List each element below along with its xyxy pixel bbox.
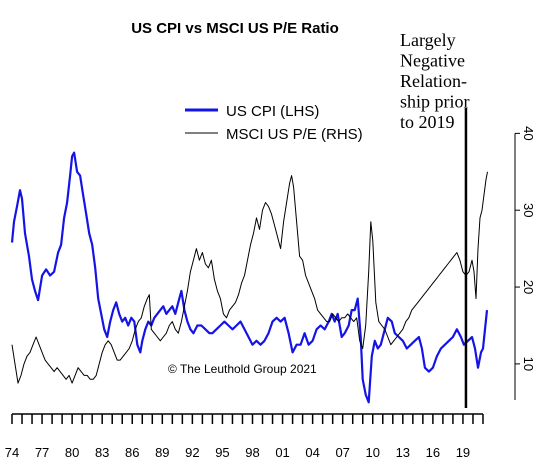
series-line-msci-pe [11, 171, 488, 384]
annotation-line: Relation- [400, 71, 467, 91]
x-tick-label: 10 [366, 445, 380, 460]
x-tick-label: 83 [95, 445, 109, 460]
chart-title: US CPI vs MSCI US P/E Ratio [131, 20, 339, 37]
x-tick-label: 95 [215, 445, 229, 460]
x-tick-label: 74 [5, 445, 19, 460]
x-tick-label: 13 [396, 445, 410, 460]
x-tick-label: 86 [125, 445, 139, 460]
x-tick-label: 04 [305, 445, 319, 460]
annotation-line: to 2019 [400, 112, 455, 132]
legend-label-pe: MSCI US P/E (RHS) [226, 126, 363, 143]
copyright-text: © The Leuthold Group 2021 [168, 362, 317, 376]
annotation-line: Negative [400, 51, 465, 71]
annotation-line: Largely [400, 30, 456, 50]
legend-label-cpi: US CPI (LHS) [226, 103, 319, 120]
x-tick-label: 80 [65, 445, 79, 460]
x-tick-label: 01 [275, 445, 289, 460]
x-tick-label: 07 [335, 445, 349, 460]
x-tick-label: 16 [426, 445, 440, 460]
y-tick-label: 20 [521, 280, 536, 294]
legend: US CPI (LHS) MSCI US P/E (RHS) [185, 103, 363, 143]
x-tick-label: 92 [185, 445, 199, 460]
x-tick-label: 77 [35, 445, 49, 460]
x-tick-label: 98 [245, 445, 259, 460]
annotation-line: ship prior [400, 92, 470, 112]
y-tick-label: 40 [521, 126, 536, 140]
y-tick-label: 30 [521, 203, 536, 217]
x-tick-label: 89 [155, 445, 169, 460]
series-line-us-cpi [10, 151, 489, 404]
x-tick-label: 19 [456, 445, 470, 460]
y-tick-label: 10 [521, 357, 536, 371]
